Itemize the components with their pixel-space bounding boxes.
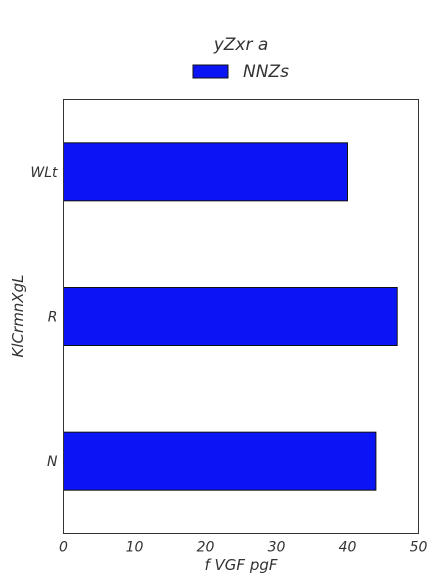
bars	[63, 142, 398, 491]
legend-label: NNZs	[243, 62, 289, 82]
y-tick-label: WLt	[30, 165, 58, 181]
x-ticks: 0 10 20 30 40 50	[59, 540, 427, 556]
x-tick-label: 30	[268, 540, 286, 556]
bar-n	[63, 431, 377, 491]
y-tick-label: N	[47, 454, 58, 470]
x-tick-label: 0	[59, 540, 68, 556]
y-axis-label: KlCrmnXgL	[9, 275, 27, 358]
x-tick-label: 50	[410, 540, 428, 556]
legend-title: yZxr a	[213, 35, 269, 55]
x-axis-label: f VGF pgF	[204, 556, 277, 574]
y-ticks: WLt R N	[30, 165, 58, 470]
plot-frame	[63, 99, 419, 534]
legend-swatch	[192, 64, 229, 79]
x-tick-label: 10	[126, 540, 144, 556]
bar-wlt	[63, 142, 348, 202]
legend: yZxr a NNZs	[192, 35, 289, 82]
x-tick-label: 20	[197, 540, 215, 556]
bar-r	[63, 287, 398, 346]
x-tick-label: 40	[339, 540, 357, 556]
y-tick-label: R	[48, 310, 58, 326]
